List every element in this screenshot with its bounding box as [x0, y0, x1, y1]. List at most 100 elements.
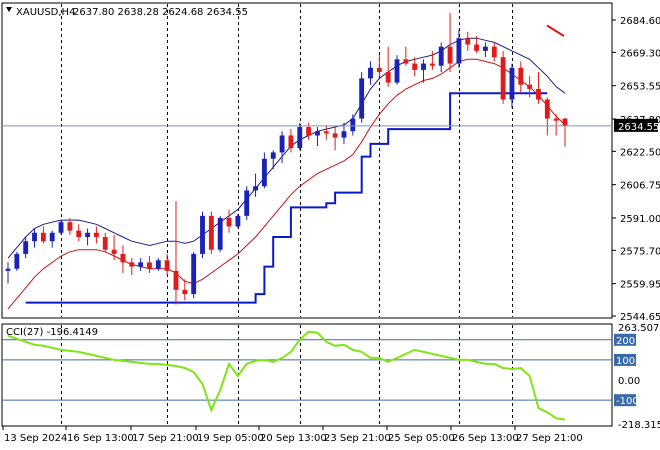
- price-panel-frame: [1, 2, 613, 319]
- candle-body: [403, 59, 409, 64]
- candle-body: [138, 262, 144, 267]
- candle-body: [482, 46, 488, 51]
- candle-body: [500, 57, 506, 100]
- time-tick-label: 27 Sep 21:00: [516, 433, 583, 444]
- candle-body: [562, 118, 568, 126]
- candle-body: [261, 158, 267, 187]
- time-tick-label: 23 Sep 21:00: [324, 433, 391, 444]
- time-tick-label: 25 Sep 05:00: [388, 433, 455, 444]
- time-tick-label: 19 Sep 05:00: [197, 433, 264, 444]
- candle-body: [93, 232, 99, 238]
- price-tick-label: 2669.30: [620, 48, 660, 59]
- candle-body: [394, 59, 400, 83]
- candle-body: [85, 232, 91, 238]
- cci-tick-label: 100: [616, 356, 635, 367]
- candle-body: [323, 131, 329, 134]
- time-tick-label: 17 Sep 21:00: [132, 433, 199, 444]
- candle-body: [32, 232, 37, 242]
- candle-body: [147, 262, 152, 269]
- candle-body: [421, 63, 426, 70]
- cci-level-lines: [2, 339, 612, 401]
- price-tick-label: 2684.60: [620, 16, 660, 27]
- candle-body: [553, 118, 559, 121]
- candle-body: [164, 260, 170, 271]
- candle-body: [120, 253, 126, 263]
- time-tick-label: 13 Sep 2024: [4, 433, 67, 444]
- upper-band-line: [7, 37, 566, 259]
- candle-body: [182, 289, 188, 295]
- candle-body: [23, 241, 29, 254]
- candle-body: [518, 67, 524, 85]
- candle-body: [306, 127, 312, 136]
- candle-body: [235, 215, 241, 227]
- cci-tick-label: -100: [616, 396, 639, 407]
- current-price-tag-bg: [614, 118, 658, 132]
- candle-body: [76, 230, 82, 238]
- candle-body: [49, 232, 55, 242]
- candle-body: [376, 67, 382, 73]
- price-tick-label: 2591.00: [620, 214, 660, 225]
- cci-series-line: [7, 330, 566, 421]
- candle-body: [341, 131, 347, 138]
- candle-body: [253, 186, 258, 191]
- candle-body: [429, 63, 435, 66]
- candle-body: [244, 190, 250, 216]
- collapse-triangle-icon[interactable]: [6, 7, 12, 12]
- candle-body: [14, 253, 20, 269]
- candle-body: [465, 38, 471, 45]
- candle-body: [129, 262, 135, 267]
- candle-body: [270, 152, 276, 159]
- candle-body: [385, 72, 391, 83]
- cci-level-tag-bg: [614, 394, 636, 407]
- candle-body: [191, 253, 197, 295]
- cci-tick-label: -218.3159: [618, 420, 660, 431]
- candle-body: [155, 260, 161, 269]
- current-price-tag: 2634.55: [618, 122, 659, 133]
- symbol-title: XAUUSD,H4: [16, 7, 75, 18]
- vertical-grid: [61, 4, 513, 425]
- candle-body: [297, 127, 303, 149]
- trend-stop-path: [25, 92, 548, 304]
- candle-body: [58, 222, 64, 233]
- candle-body: [288, 135, 294, 149]
- candle-body: [279, 135, 285, 153]
- candle-body: [102, 237, 108, 250]
- candle-body: [447, 46, 453, 64]
- candle-body: [368, 67, 373, 79]
- candle-body: [67, 222, 73, 231]
- candle-body: [226, 217, 232, 227]
- price-tick-label: 2622.50: [620, 147, 660, 158]
- price-tick-label: 2653.55: [620, 82, 660, 93]
- envelope-bands: [7, 37, 566, 310]
- candle-body: [315, 131, 320, 136]
- candle-body: [5, 268, 11, 271]
- candle-body: [509, 67, 515, 100]
- candle-body: [208, 215, 214, 250]
- signal-arrow: [546, 24, 565, 37]
- cci-title: CCI(27) -196.4149: [6, 327, 98, 338]
- cci-tick-label: 200: [616, 336, 635, 347]
- candle-body: [332, 133, 338, 138]
- price-tick-label: 2559.95: [620, 280, 660, 291]
- lower-band-line: [7, 58, 566, 310]
- price-tick-label: 2544.65: [620, 312, 660, 323]
- cci-line: [7, 330, 566, 421]
- cci-level-tag-bg: [614, 333, 636, 346]
- price-axis: 2684.602669.302653.552637.802622.502606.…: [612, 16, 660, 323]
- candle-body: [438, 46, 444, 66]
- time-tick-label: 16 Sep 13:00: [67, 433, 134, 444]
- cci-panel-frame: [1, 323, 613, 427]
- cci-tick-label: 0.00: [618, 376, 640, 387]
- trend-stop-line: [25, 92, 548, 304]
- candle-body: [491, 46, 497, 58]
- cci-level-tag-bg: [614, 353, 636, 366]
- candle-body: [173, 270, 179, 290]
- candle-body: [412, 63, 418, 70]
- candle-body: [456, 38, 462, 64]
- price-tick-label: 2606.75: [620, 181, 660, 192]
- candle-body: [217, 217, 223, 250]
